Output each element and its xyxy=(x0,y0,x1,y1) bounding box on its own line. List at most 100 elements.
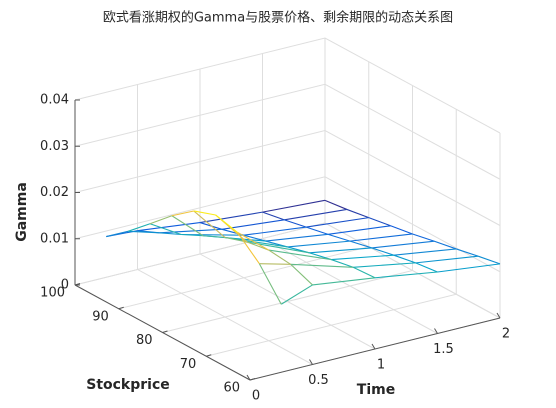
y-tick xyxy=(162,330,168,333)
x-tick-label: 0 xyxy=(252,389,260,404)
mesh-segment xyxy=(237,231,270,251)
mesh-segment xyxy=(290,263,313,286)
z-tick-label: 0.02 xyxy=(40,185,69,200)
mesh-segment xyxy=(290,263,354,268)
mesh-segment xyxy=(268,249,332,261)
x-tick-label: 0.5 xyxy=(308,373,329,388)
x-grid-line xyxy=(199,69,376,350)
mesh-segment xyxy=(353,262,416,268)
chart-title: 欧式看涨期权的Gamma与股票价格、剩余期限的动态关系图 xyxy=(103,10,453,26)
mesh-segment xyxy=(327,233,351,242)
mesh-segment xyxy=(306,217,369,228)
mesh-segment xyxy=(349,240,373,249)
mesh-segment xyxy=(312,277,376,286)
mesh-segment xyxy=(374,271,438,279)
y-tick xyxy=(206,354,212,357)
mesh-segment xyxy=(215,214,238,233)
mesh-segment xyxy=(243,226,307,236)
mesh-segment xyxy=(434,240,457,250)
x-tick xyxy=(496,312,501,319)
mesh-segment xyxy=(331,259,354,268)
mesh-segment xyxy=(324,199,348,210)
y-grid-line xyxy=(118,61,370,310)
mesh-segment xyxy=(371,247,394,256)
mesh-segment xyxy=(331,254,394,261)
x-tick xyxy=(434,328,438,334)
mesh-segment xyxy=(262,199,326,213)
y-tick-label: 70 xyxy=(180,357,197,372)
mesh-segment xyxy=(127,223,151,232)
mesh-segment xyxy=(280,284,313,305)
mesh-segment xyxy=(390,225,413,235)
mesh-segment xyxy=(237,232,260,265)
x-axis-label: Time xyxy=(357,382,395,398)
z-tick-label: 0.04 xyxy=(40,93,69,108)
y-tick xyxy=(74,283,81,286)
y-grid-line xyxy=(206,109,457,357)
mesh-segment xyxy=(265,233,329,242)
mesh-segment xyxy=(149,215,173,225)
mesh-segment xyxy=(393,248,457,256)
x-tick-label: 2 xyxy=(502,327,510,342)
mesh-segment xyxy=(346,208,369,219)
y-tick-label: 60 xyxy=(223,381,240,396)
x-tick xyxy=(309,359,313,365)
mesh-segment xyxy=(181,233,204,237)
mesh-segment xyxy=(415,255,479,264)
mesh-segment xyxy=(349,233,413,242)
mesh-segment xyxy=(287,240,351,248)
mesh-segment xyxy=(268,249,291,265)
z-axis-label: Gamma xyxy=(14,182,30,242)
mesh-segment xyxy=(368,217,391,227)
x-tick-label: 1.5 xyxy=(433,342,454,357)
y-tick-label: 80 xyxy=(136,333,153,348)
mesh-segment xyxy=(193,210,216,216)
mesh-segment xyxy=(309,252,332,261)
x-tick-label: 1 xyxy=(377,358,385,373)
mesh-segment xyxy=(284,208,347,221)
mesh-segment xyxy=(159,228,222,234)
y-tick xyxy=(118,306,124,310)
mesh-segment xyxy=(193,210,226,238)
mesh-segment xyxy=(437,263,501,273)
mesh-segment xyxy=(352,266,376,279)
mesh-segment xyxy=(262,211,285,221)
mesh-segment xyxy=(171,215,204,237)
x-grid-line xyxy=(262,53,438,334)
z-tick-label: 0.03 xyxy=(40,139,69,154)
mesh-segment xyxy=(456,248,479,257)
y-tick xyxy=(249,378,256,381)
mesh-segment xyxy=(243,234,266,242)
mesh-segment xyxy=(284,219,307,228)
x-grid-line xyxy=(137,84,313,365)
z-tick-label: 0.01 xyxy=(40,231,69,246)
mesh-segment xyxy=(309,247,372,254)
mesh-segment xyxy=(306,226,329,235)
mesh-segment xyxy=(393,254,416,264)
mesh-segment xyxy=(477,255,501,265)
y-tick-label: 100 xyxy=(40,286,65,301)
mesh-segment xyxy=(415,262,438,273)
mesh-segment xyxy=(328,225,391,235)
y-axis-label: Stockprice xyxy=(86,377,170,393)
mesh-segment xyxy=(137,222,201,232)
mesh-segment xyxy=(371,240,435,249)
mesh-segment xyxy=(159,232,182,236)
mesh-segment xyxy=(259,263,291,265)
z-grid-line xyxy=(74,37,501,134)
mesh-segment xyxy=(199,211,263,224)
z-tick-label: 0 xyxy=(61,278,69,293)
mesh-segment xyxy=(106,230,129,238)
x-grid-line xyxy=(74,100,251,381)
mesh-segment xyxy=(258,263,282,305)
mesh-segment xyxy=(149,223,182,236)
mesh-segment xyxy=(128,230,160,234)
mesh-segment xyxy=(171,210,194,217)
mesh-segment xyxy=(412,233,435,242)
x-grid-line xyxy=(324,38,501,319)
x-tick xyxy=(371,343,376,350)
mesh-segment xyxy=(203,235,226,238)
y-tick-label: 90 xyxy=(92,309,109,324)
x-tick xyxy=(246,374,251,381)
